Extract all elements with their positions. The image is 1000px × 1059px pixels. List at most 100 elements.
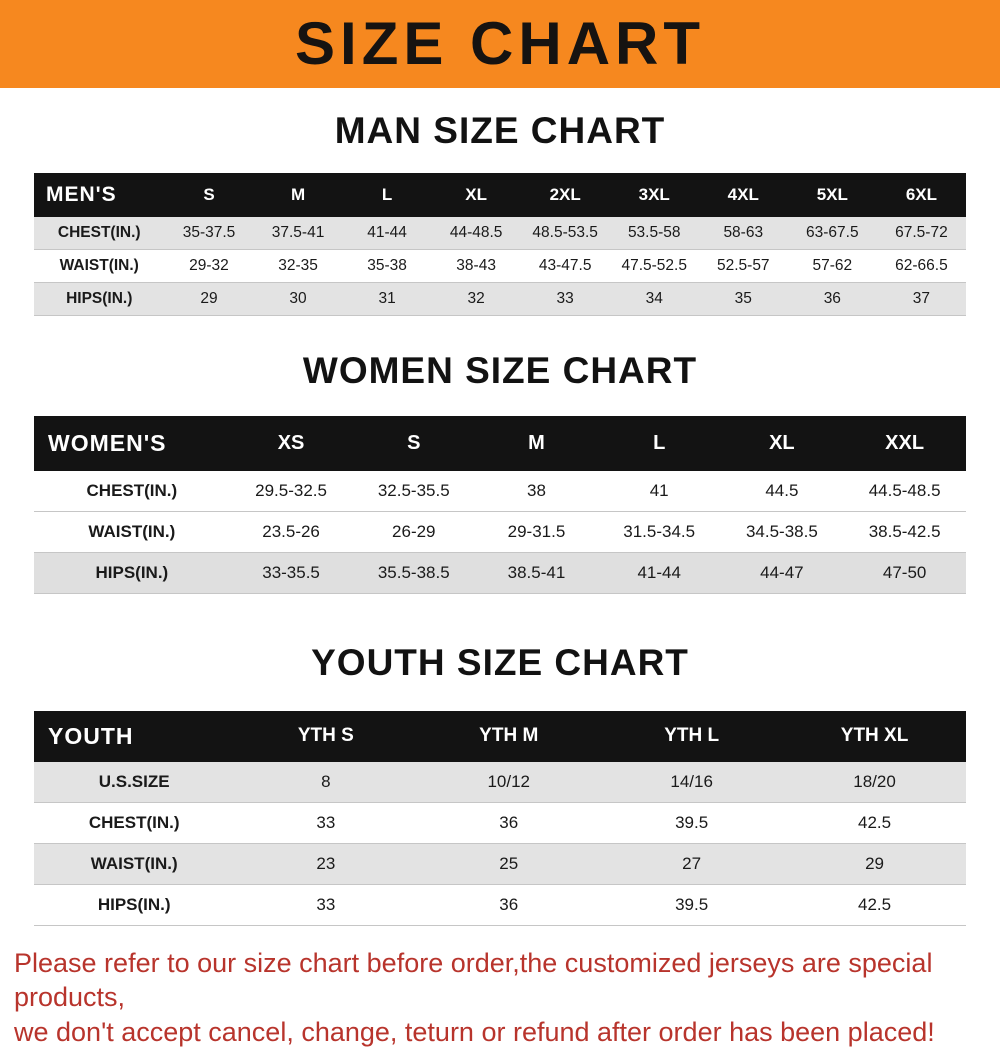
table-cell: 36 xyxy=(787,282,877,316)
table-cell: 38.5-41 xyxy=(475,552,598,595)
table-cell: 32.5-35.5 xyxy=(352,471,476,513)
banner: SIZE CHART xyxy=(0,0,1000,88)
row-label: WAIST(IN.) xyxy=(34,249,165,283)
youth-size-chart-title: YOUTH SIZE CHART xyxy=(311,642,689,684)
column-header: XS xyxy=(229,416,353,472)
table-cell: 52.5-57 xyxy=(698,249,788,283)
table-cell: 39.5 xyxy=(600,802,784,844)
section-youth: YOUTH SIZE CHART YOUTH YTH S YTH M YTH L YTH… xyxy=(0,594,1000,926)
row-label: HIPS(IN.) xyxy=(34,282,165,316)
table-header-row: YOUTH YTH S YTH M YTH L YTH XL xyxy=(34,710,966,762)
table-cell: 36 xyxy=(417,802,601,844)
table-cell: 32 xyxy=(431,282,521,316)
size-table-man-size-chart: MEN'S S M L XL 2XL 3XL 4XL 5XL 6XL CHEST(IN.) 35-37… xyxy=(34,172,966,316)
table-cell: 33-35.5 xyxy=(229,552,353,595)
table-cell: 38.5-42.5 xyxy=(843,511,966,554)
row-label: HIPS(IN.) xyxy=(34,884,235,926)
table-row: WAIST(IN.) 23.5-26 26-29 29-31.5 31.5-34.5 34… xyxy=(34,511,966,554)
row-label: CHEST(IN.) xyxy=(34,216,165,250)
row-label: U.S.SIZE xyxy=(34,761,235,803)
table-corner-label: WOMEN'S xyxy=(34,416,230,472)
table-cell: 34 xyxy=(609,282,699,316)
column-header: YTH S xyxy=(234,710,418,762)
women-size-chart-title: WOMEN SIZE CHART xyxy=(302,349,698,391)
table-cell: 35-38 xyxy=(342,249,432,283)
table-cell: 29-31.5 xyxy=(475,511,598,554)
table-row: CHEST(IN.) 33 36 39.5 42.5 xyxy=(34,802,966,844)
table-cell: 44.5-48.5 xyxy=(843,471,966,513)
table-cell: 37 xyxy=(876,282,966,316)
table-cell: 67.5-72 xyxy=(876,216,966,250)
section-title-wrap: WOMEN SIZE CHART xyxy=(0,316,1000,417)
table-cell: 62-66.5 xyxy=(876,249,966,283)
table-cell: 14/16 xyxy=(600,761,784,803)
table-cell: 37.5-41 xyxy=(253,216,343,250)
section-women: WOMEN SIZE CHART WOMEN'S XS S M L XL XXL CHEST(… xyxy=(0,316,1000,595)
column-header: S xyxy=(352,416,476,472)
table-cell: 44-47 xyxy=(720,552,844,595)
column-header: 3XL xyxy=(609,172,699,217)
table-cell: 63-67.5 xyxy=(787,216,877,250)
row-label: CHEST(IN.) xyxy=(34,802,235,844)
table-cell: 35 xyxy=(698,282,788,316)
table-cell: 39.5 xyxy=(600,884,784,926)
table-cell: 26-29 xyxy=(352,511,476,554)
table-cell: 47.5-52.5 xyxy=(609,249,699,283)
table-row: HIPS(IN.) 29 30 31 32 33 34 35 36 37 xyxy=(34,282,966,316)
footer-line-1: Please refer to our size chart before or… xyxy=(14,947,933,1013)
footer-line-2: we don't accept cancel, change, teturn o… xyxy=(14,1016,935,1047)
table-cell: 47-50 xyxy=(843,552,966,595)
women-size-table-wrap: WOMEN'S XS S M L XL XXL CHEST(IN.) 29.5-32.5 32.5… xyxy=(0,416,1000,595)
table-cell: 42.5 xyxy=(783,884,966,926)
table-cell: 43-47.5 xyxy=(520,249,610,283)
size-table-women-size-chart: WOMEN'S XS S M L XL XXL CHEST(IN.) 29.5-32.5 32.5… xyxy=(34,416,966,595)
column-header: YTH XL xyxy=(783,710,966,762)
table-corner-label: YOUTH xyxy=(34,710,235,762)
table-cell: 34.5-38.5 xyxy=(720,511,844,554)
table-corner-label: MEN'S xyxy=(34,172,165,217)
table-cell: 41 xyxy=(597,471,721,513)
row-label: WAIST(IN.) xyxy=(34,511,230,554)
table-cell: 29 xyxy=(783,843,966,885)
table-cell: 30 xyxy=(253,282,343,316)
table-cell: 31.5-34.5 xyxy=(597,511,721,554)
table-cell: 38 xyxy=(475,471,598,513)
table-cell: 42.5 xyxy=(783,802,966,844)
section-title-wrap: YOUTH SIZE CHART xyxy=(0,594,1000,711)
table-row: U.S.SIZE 8 10/12 14/16 18/20 xyxy=(34,761,966,803)
table-cell: 35-37.5 xyxy=(164,216,254,250)
table-cell: 33 xyxy=(520,282,610,316)
table-cell: 33 xyxy=(234,802,418,844)
row-label: CHEST(IN.) xyxy=(34,471,230,513)
page-title: SIZE CHART xyxy=(295,10,705,77)
table-cell: 44-48.5 xyxy=(431,216,521,250)
section-title-wrap: MAN SIZE CHART xyxy=(0,88,1000,173)
table-cell: 48.5-53.5 xyxy=(520,216,610,250)
table-header-row: WOMEN'S XS S M L XL XXL xyxy=(34,416,966,472)
table-cell: 27 xyxy=(600,843,784,885)
youth-size-table-wrap: YOUTH YTH S YTH M YTH L YTH XL U.S.SIZE 8 10/12… xyxy=(0,710,1000,926)
size-table-youth-size-chart: YOUTH YTH S YTH M YTH L YTH XL U.S.SIZE 8 10/12… xyxy=(34,710,966,926)
column-header: XL xyxy=(720,416,844,472)
footer-note: Please refer to our size chart before or… xyxy=(0,926,1000,1059)
column-header: 6XL xyxy=(876,172,966,217)
column-header: L xyxy=(342,172,432,217)
column-header: 4XL xyxy=(698,172,788,217)
column-header: 2XL xyxy=(520,172,610,217)
row-label: HIPS(IN.) xyxy=(34,552,230,595)
column-header: M xyxy=(253,172,343,217)
column-header: XXL xyxy=(843,416,966,472)
table-cell: 18/20 xyxy=(783,761,966,803)
row-label: WAIST(IN.) xyxy=(34,843,235,885)
table-cell: 44.5 xyxy=(720,471,844,513)
table-cell: 41-44 xyxy=(342,216,432,250)
table-cell: 36 xyxy=(417,884,601,926)
table-cell: 31 xyxy=(342,282,432,316)
table-row: WAIST(IN.) 23 25 27 29 xyxy=(34,843,966,885)
column-header: M xyxy=(475,416,598,472)
column-header: YTH L xyxy=(600,710,784,762)
table-cell: 58-63 xyxy=(698,216,788,250)
men-size-chart-title: MAN SIZE CHART xyxy=(334,110,666,151)
table-cell: 53.5-58 xyxy=(609,216,699,250)
table-cell: 8 xyxy=(234,761,418,803)
